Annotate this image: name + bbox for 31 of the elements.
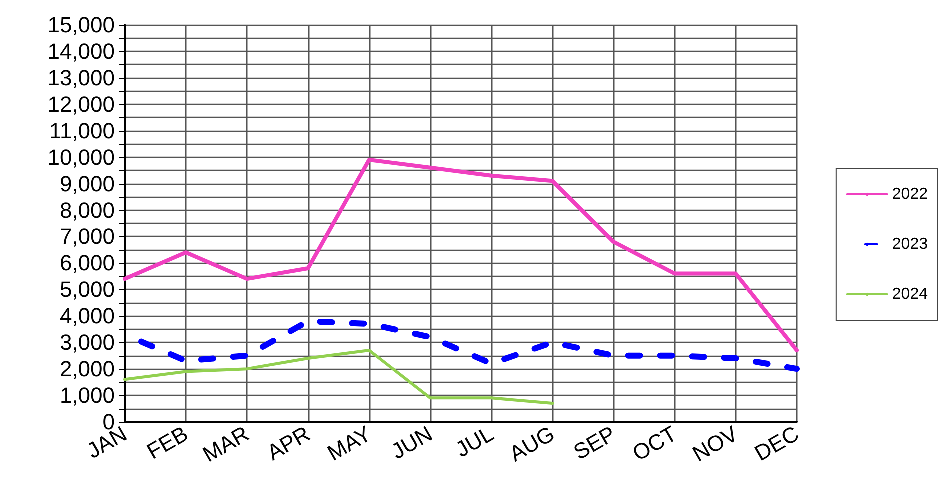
- x-tick-label: AUG: [505, 421, 559, 467]
- y-tick-label: 15,000: [48, 12, 115, 38]
- x-tick-label: FEB: [142, 421, 192, 464]
- x-tick-label: NOV: [688, 421, 742, 467]
- x-tick-label: JUN: [387, 421, 437, 464]
- line-series: [123, 158, 799, 353]
- x-tick-label: MAY: [323, 421, 376, 466]
- legend-label: 2024: [892, 286, 928, 303]
- line-series: [124, 349, 554, 405]
- y-tick-label: 7,000: [60, 224, 115, 250]
- y-tick-label: 8,000: [60, 198, 115, 223]
- legend-label: 2022: [892, 186, 928, 203]
- y-tick-label: 5,000: [60, 277, 115, 302]
- x-tick-label: JUL: [451, 421, 498, 462]
- y-tick-label: 4,000: [60, 304, 115, 329]
- y-tick-label: 3,000: [60, 330, 115, 356]
- x-tick-label: OCT: [628, 421, 682, 466]
- y-tick-label: 9,000: [60, 171, 115, 196]
- x-tick-label: DEC: [750, 421, 804, 466]
- y-tick-label: 2,000: [60, 356, 115, 382]
- x-tick-label: MAR: [198, 421, 254, 468]
- y-tick-label: 10,000: [48, 144, 115, 170]
- x-tick-label: APR: [262, 421, 315, 466]
- x-tick-label: SEP: [569, 421, 620, 465]
- y-tick-label: 13,000: [48, 65, 115, 90]
- y-tick-label: 1,000: [60, 383, 115, 408]
- legend-label: 2023: [892, 236, 928, 253]
- y-tick-label: 6,000: [60, 250, 115, 276]
- y-tick-label: 11,000: [49, 118, 115, 144]
- y-tick-label: 12,000: [48, 92, 115, 117]
- y-tick-label: 14,000: [48, 38, 115, 64]
